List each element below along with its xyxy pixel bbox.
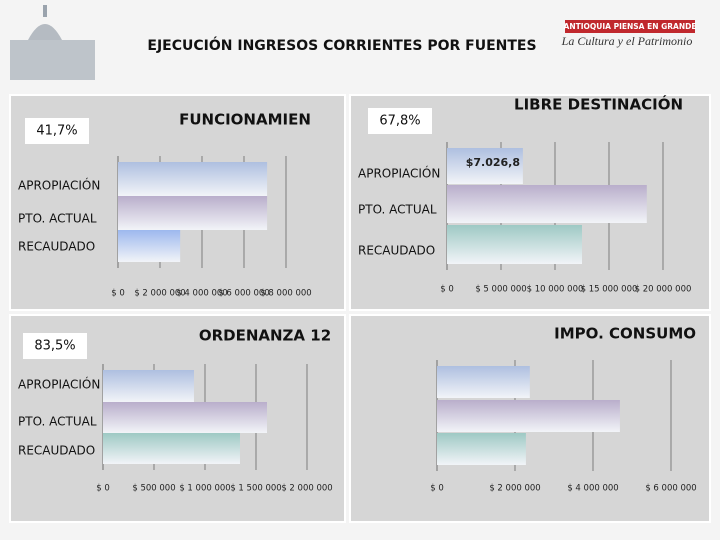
bar bbox=[447, 185, 647, 223]
building-icon bbox=[10, 5, 95, 80]
x-tick-label: $ 0 bbox=[96, 484, 110, 494]
annotation-box bbox=[23, 333, 87, 359]
bar bbox=[103, 370, 194, 402]
chart-title: ORDENANZA 12 bbox=[199, 327, 331, 345]
annotation-box bbox=[368, 108, 432, 134]
x-tick-label: $ 15 000 000 bbox=[581, 285, 638, 295]
slide-title: EJECUCIÓN INGRESOS CORRIENTES POR FUENTE… bbox=[147, 36, 536, 54]
x-tick-label: $ 5 000 000 bbox=[475, 285, 526, 295]
bar bbox=[118, 230, 181, 262]
bar bbox=[103, 433, 240, 464]
category-label: RECAUDADO bbox=[18, 444, 95, 458]
x-tick-label: $ 6 000 000 bbox=[645, 484, 696, 494]
x-tick-label: $ 4 000 000 bbox=[567, 484, 618, 494]
x-tick-label: $ 10 000 000 bbox=[527, 285, 584, 295]
x-tick-label: $ 2 000 000 bbox=[281, 484, 332, 494]
category-label: RECAUDADO bbox=[18, 240, 95, 254]
x-tick-label: $ 500 000 bbox=[132, 484, 175, 494]
bar bbox=[447, 225, 582, 264]
bar bbox=[447, 148, 523, 184]
x-tick-label: $ 2 000 000 bbox=[489, 484, 540, 494]
annotation: 41,7% bbox=[36, 124, 77, 139]
category-label: APROPIACIÓN bbox=[18, 178, 100, 193]
logo-line: ANTIOQUIA PIENSA EN GRANDE bbox=[564, 22, 697, 31]
annotation-box bbox=[25, 118, 89, 144]
logo-subtitle: La Cultura y el Patrimonio bbox=[561, 34, 693, 48]
category-label: PTO. ACTUAL bbox=[18, 212, 97, 226]
chart-title: FUNCIONAMIEN bbox=[179, 111, 311, 129]
x-tick-label: $ 0 bbox=[440, 285, 454, 295]
logo-box bbox=[565, 20, 695, 33]
x-tick-label: $ 0 bbox=[111, 289, 125, 299]
bar bbox=[103, 402, 268, 433]
bar bbox=[118, 162, 268, 196]
category-label: APROPIACIÓN bbox=[358, 166, 440, 181]
chart-title: IMPO. CONSUMO bbox=[554, 325, 696, 343]
x-tick-label: $ 2 000 000 bbox=[134, 289, 185, 299]
bar bbox=[437, 433, 526, 465]
category-label: PTO. ACTUAL bbox=[18, 415, 97, 429]
annotation: 67,8% bbox=[379, 114, 420, 129]
x-tick-label: $ 6 000 000 bbox=[218, 289, 269, 299]
value-label: $7.026,8 bbox=[466, 156, 520, 169]
x-tick-label: $ 1 500 000 bbox=[230, 484, 281, 494]
annotation: 83,5% bbox=[34, 339, 75, 354]
x-tick-label: $ 1 000 000 bbox=[179, 484, 230, 494]
x-tick-label: $ 8 000 000 bbox=[260, 289, 311, 299]
x-tick-label: $ 0 bbox=[430, 484, 444, 494]
category-label: APROPIACIÓN bbox=[18, 377, 100, 392]
bar bbox=[118, 196, 268, 230]
bar bbox=[437, 400, 620, 432]
category-label: PTO. ACTUAL bbox=[358, 203, 437, 217]
category-label: RECAUDADO bbox=[358, 244, 435, 258]
x-tick-label: $ 4 000 000 bbox=[176, 289, 227, 299]
bar bbox=[437, 366, 530, 398]
chart-title: LIBRE DESTINACIÓN bbox=[514, 95, 683, 114]
x-tick-label: $ 20 000 000 bbox=[635, 285, 692, 295]
